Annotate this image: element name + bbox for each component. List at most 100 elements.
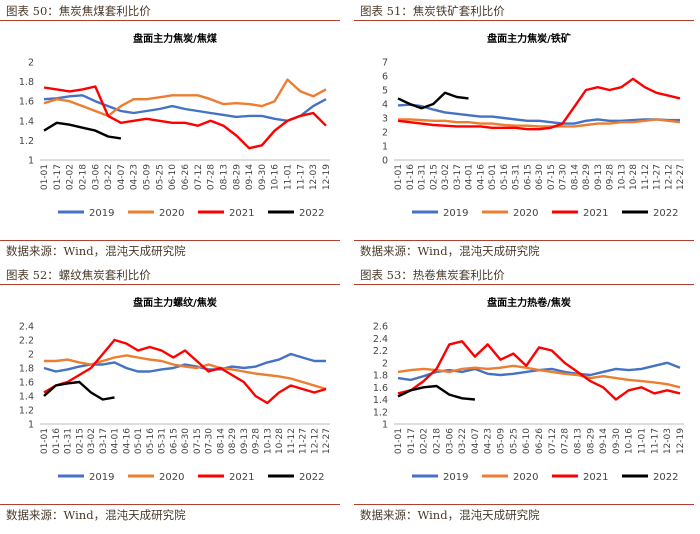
- y-tick-label: 1: [382, 420, 388, 431]
- x-tick-label: 11-17: [296, 164, 306, 190]
- legend-label: 2021: [583, 208, 608, 219]
- x-tick-label: 12-19: [676, 428, 686, 454]
- x-tick-label: 03-22: [458, 428, 468, 454]
- legend-label: 2020: [513, 472, 538, 483]
- x-tick-label: 07-30: [205, 428, 215, 454]
- y-tick-label: 1.8: [373, 371, 388, 382]
- y-tick-label: 1: [28, 420, 34, 431]
- chart-panel-3: 图表 52：螺纹焦炭套利比价 盘面主力螺纹/焦炭 2.4 2.2 2 1.8 1.6 1.4…: [0, 264, 340, 531]
- x-tick-label: 05-16: [146, 428, 156, 454]
- x-tick-label: 12-19: [322, 164, 332, 190]
- x-tick-label: 05-25: [155, 164, 165, 190]
- series-line-2020: [43, 78, 327, 118]
- x-tick-label: 06-10: [522, 428, 532, 454]
- x-tick-label: 05-25: [509, 428, 519, 454]
- x-tick-label: 04-07: [117, 164, 127, 190]
- series-line-2021: [397, 77, 681, 131]
- chart-panel-2: 图表 51：焦炭铁矿套利比价 盘面主力焦炭/铁矿 7 6 5 4 3 2 1 0 01-01 01-…: [354, 0, 694, 267]
- x-tick-label: 02-02: [66, 164, 76, 190]
- divider: [0, 504, 340, 505]
- series-line-2022: [43, 121, 122, 140]
- x-tick-label: 07-15: [547, 164, 557, 190]
- x-tick-label: 03-02: [441, 164, 451, 190]
- series-line-2020: [44, 354, 327, 391]
- figure-label: 图表 52：螺纹焦炭套利比价: [6, 268, 151, 282]
- x-tick-label: 05-09: [143, 164, 153, 190]
- x-tick-label: 04-01: [465, 164, 475, 190]
- x-tick-label: 09-30: [258, 164, 268, 190]
- x-tick-label: 07-28: [207, 164, 217, 190]
- x-tick-label: 12-12: [310, 428, 320, 454]
- x-tick-label: 03-02: [87, 428, 97, 454]
- legend-label: 2020: [159, 208, 184, 219]
- chart-title: 盘面主力焦炭/铁矿: [487, 32, 571, 45]
- x-tick-label: 07-12: [194, 164, 204, 190]
- figure-label: 图表 50：焦炭焦煤套利比价: [6, 4, 151, 18]
- x-tick-label: 04-23: [484, 428, 494, 454]
- x-tick-label: 07-30: [559, 164, 569, 190]
- divider: [0, 240, 340, 241]
- x-tick-label: 01-17: [53, 164, 63, 190]
- x-tick-label: 03-06: [91, 164, 101, 190]
- y-tick-label: 3: [382, 114, 388, 125]
- x-tick-label: 11-12: [641, 164, 651, 190]
- x-tick-label: 07-12: [548, 428, 558, 454]
- x-tick-label: 08-14: [570, 164, 580, 190]
- x-tick-label: 08-29: [228, 428, 238, 454]
- y-tick-label: 2: [28, 58, 34, 69]
- legend-label: 2022: [299, 472, 324, 483]
- x-tick-label: 01-31: [418, 164, 428, 190]
- x-tick-label: 12-03: [309, 164, 319, 190]
- x-tick-label: 03-22: [104, 164, 114, 190]
- divider: [0, 20, 340, 21]
- y-tick-label: 1.6: [373, 383, 388, 394]
- divider: [354, 240, 694, 241]
- x-tick-label: 11-01: [638, 428, 648, 454]
- y-tick-label: 1: [382, 142, 388, 153]
- x-tick-label: 04-23: [130, 164, 140, 190]
- x-tick-label: 10-28: [275, 428, 285, 454]
- legend-label: 2019: [89, 472, 114, 483]
- x-tick-label: 10-28: [629, 164, 639, 190]
- x-tick-label: 11-27: [653, 164, 663, 190]
- x-tick-label: 05-31: [512, 164, 522, 190]
- series-line-2019: [397, 103, 680, 125]
- legend-label: 2019: [443, 208, 468, 219]
- y-tick-label: 5: [382, 86, 388, 97]
- x-tick-label: 04-16: [122, 428, 132, 454]
- x-tick-label: 01-16: [406, 164, 416, 190]
- x-tick-label: 08-29: [232, 164, 242, 190]
- divider: [0, 284, 340, 285]
- figure-label: 图表 53：热卷焦炭套利比价: [360, 268, 505, 282]
- y-tick-label: 7: [382, 58, 388, 69]
- x-tick-label: 12-12: [664, 164, 674, 190]
- x-tick-label: 08-13: [573, 428, 583, 454]
- x-tick-label: 10-13: [617, 164, 627, 190]
- series-line-2020: [398, 118, 681, 128]
- legend-label: 2020: [513, 208, 538, 219]
- y-tick-label: 1.4: [373, 395, 388, 406]
- x-tick-label: 11-12: [287, 428, 297, 454]
- x-tick-label: 08-29: [586, 428, 596, 454]
- y-tick-label: 1: [28, 156, 34, 167]
- y-tick-label: 1.2: [19, 136, 34, 147]
- x-tick-label: 07-28: [561, 428, 571, 454]
- x-tick-label: 03-17: [453, 164, 463, 190]
- series-line-2021: [43, 338, 327, 405]
- x-tick-label: 05-31: [158, 428, 168, 454]
- y-tick-label: 1.6: [19, 97, 34, 108]
- x-tick-label: 01-01: [40, 428, 50, 454]
- divider: [354, 20, 694, 21]
- y-tick-label: 2.2: [373, 346, 388, 357]
- legend-label: 2021: [229, 208, 254, 219]
- x-tick-label: 05-16: [500, 164, 510, 190]
- x-tick-label: 02-18: [432, 428, 442, 454]
- series-line-2022: [43, 380, 115, 401]
- x-tick-label: 01-01: [394, 428, 404, 454]
- x-tick-label: 08-29: [582, 164, 592, 190]
- series-line-2019: [43, 94, 327, 123]
- y-tick-label: 2.6: [373, 322, 388, 333]
- x-tick-label: 09-13: [240, 428, 250, 454]
